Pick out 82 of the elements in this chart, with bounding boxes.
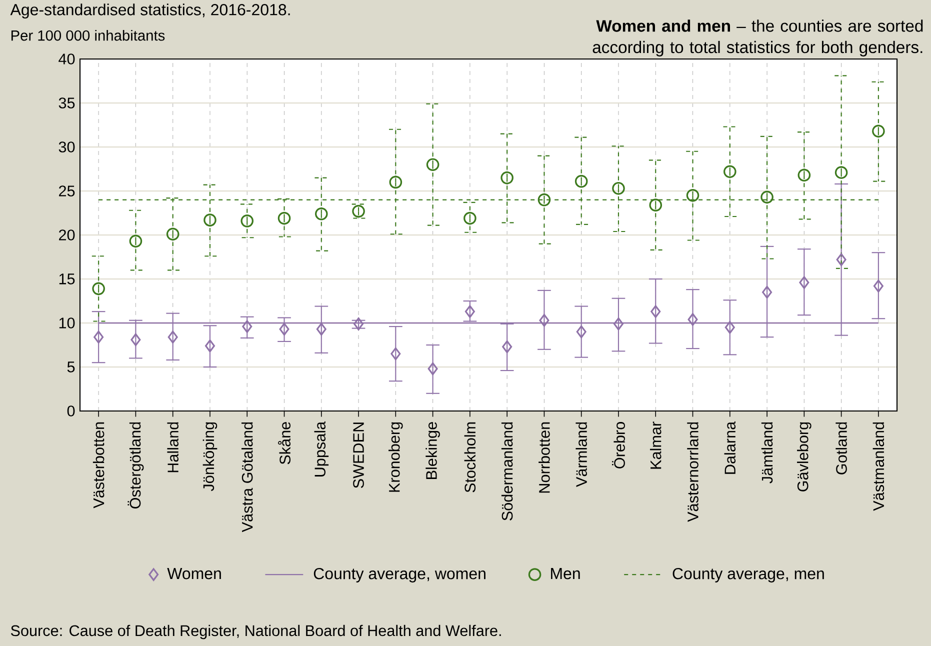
point <box>502 340 512 354</box>
chart-subtitle: Age-standardised statistics, 2016-2018. <box>10 4 290 19</box>
x-tick-label: Blekinge <box>426 422 440 479</box>
point <box>314 207 328 220</box>
legend-label: Women <box>167 568 221 580</box>
point <box>240 214 254 228</box>
point <box>130 333 141 346</box>
point <box>316 322 326 336</box>
legend-label: Men <box>551 568 580 580</box>
point <box>686 189 700 202</box>
point <box>538 193 551 206</box>
point <box>166 228 180 241</box>
x-tick-label: Gotland <box>836 422 847 474</box>
point <box>129 234 142 248</box>
x-tick-label: Gävleborg <box>797 422 812 492</box>
x-tick-label: Örebro <box>612 422 625 468</box>
x-tick-label: SWEDEN <box>353 422 364 488</box>
x-tick-label: Västerbotten <box>92 422 104 508</box>
point <box>574 174 588 188</box>
point <box>94 330 104 344</box>
point <box>873 280 884 292</box>
y-tick-label: 30 <box>58 142 75 152</box>
point <box>576 325 586 338</box>
legend-label: County average, women <box>314 568 486 582</box>
point <box>834 166 848 179</box>
point <box>872 124 885 138</box>
x-tick-label: Södermanland <box>501 422 513 520</box>
y-axis-title: Per 100 000 inhabitants <box>11 30 165 41</box>
y-tick-label: 0 <box>67 406 75 416</box>
legend-label: County average, men <box>672 568 824 582</box>
y-tick-label: 5 <box>67 362 75 372</box>
point <box>723 165 736 178</box>
source-note: Source: Cause of Death Register, National Board of Health and Welfare. <box>10 624 501 640</box>
x-tick-label: Stockholm <box>464 422 476 492</box>
y-tick-label: 40 <box>58 54 75 64</box>
point <box>649 198 662 212</box>
point <box>724 321 735 334</box>
y-tick-label: 20 <box>59 230 75 240</box>
point <box>278 212 291 225</box>
x-tick-label: Norrbotten <box>538 422 550 493</box>
point <box>426 158 440 171</box>
point <box>204 214 216 226</box>
point <box>688 313 698 326</box>
point <box>389 176 402 189</box>
x-tick-label: Kalmar <box>650 422 662 469</box>
chart-title: Women and men – the counties are sorted according to total statistics for both genders. <box>592 20 923 56</box>
point <box>279 322 290 336</box>
x-tick-label: Halland <box>167 422 178 472</box>
point <box>204 339 215 352</box>
point <box>92 282 105 296</box>
point <box>612 182 625 195</box>
point <box>799 276 810 289</box>
point <box>836 253 846 266</box>
point <box>760 190 774 204</box>
x-tick-label: Värmland <box>576 422 587 487</box>
point <box>762 286 772 299</box>
point <box>500 171 514 184</box>
x-tick-label: Östergötland <box>128 422 144 508</box>
point <box>168 330 178 344</box>
x-tick-label: Västernorrland <box>687 422 698 522</box>
x-tick-label: Kronoberg <box>388 422 403 492</box>
point <box>354 317 364 330</box>
point <box>539 314 550 327</box>
y-tick-label: 35 <box>58 98 75 108</box>
x-tick-label: Västra Götaland <box>241 422 253 532</box>
x-tick-label: Dalarna <box>724 421 736 474</box>
point <box>428 362 438 376</box>
point <box>464 305 475 318</box>
point <box>464 212 476 225</box>
point <box>242 320 252 333</box>
point <box>390 347 401 360</box>
x-tick-label: Västmanland <box>872 422 884 511</box>
y-tick-label: 10 <box>59 318 75 328</box>
x-tick-label: Uppsala <box>314 421 329 476</box>
x-tick-label: Skåne <box>278 422 291 464</box>
x-tick-label: Jönköping <box>202 422 218 492</box>
x-tick-label: Jämtland <box>761 422 773 484</box>
point <box>613 317 624 330</box>
point <box>650 305 661 318</box>
y-tick-label: 15 <box>59 274 75 284</box>
y-tick-label: 25 <box>59 186 75 196</box>
point <box>798 168 811 182</box>
